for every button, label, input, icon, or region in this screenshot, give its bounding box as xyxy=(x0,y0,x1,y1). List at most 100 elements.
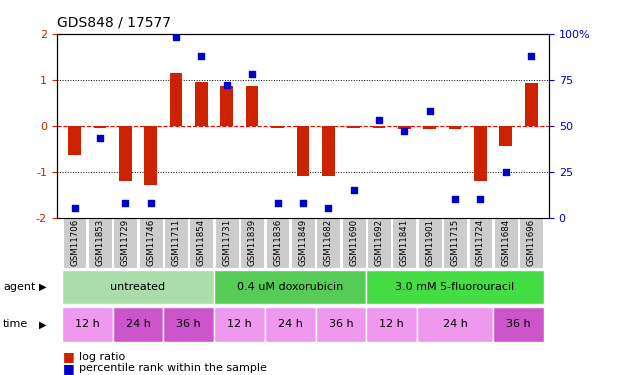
Bar xyxy=(68,126,81,156)
Text: ▶: ▶ xyxy=(39,282,47,292)
Bar xyxy=(373,126,386,128)
Bar xyxy=(342,217,365,268)
Bar xyxy=(291,217,315,268)
Point xyxy=(196,53,206,59)
Bar xyxy=(214,307,265,342)
Text: GSM11841: GSM11841 xyxy=(400,219,409,266)
Text: 36 h: 36 h xyxy=(506,320,531,329)
Text: GSM11706: GSM11706 xyxy=(70,219,79,266)
Text: 24 h: 24 h xyxy=(443,320,468,329)
Bar xyxy=(163,307,214,342)
Bar xyxy=(62,270,214,304)
Bar xyxy=(418,217,442,268)
Text: 12 h: 12 h xyxy=(75,320,100,329)
Bar xyxy=(246,86,259,126)
Bar xyxy=(119,126,132,181)
Text: GSM11711: GSM11711 xyxy=(172,219,180,266)
Text: ■: ■ xyxy=(63,362,75,375)
Point xyxy=(247,71,257,77)
Text: GSM11690: GSM11690 xyxy=(349,219,358,266)
Point xyxy=(221,82,232,88)
Bar xyxy=(266,217,290,268)
Bar xyxy=(189,217,213,268)
Point xyxy=(348,187,358,193)
Bar xyxy=(139,217,163,268)
Text: GSM11729: GSM11729 xyxy=(121,219,130,266)
Bar xyxy=(164,217,188,268)
Text: log ratio: log ratio xyxy=(79,352,125,362)
Bar xyxy=(449,126,461,129)
Bar xyxy=(271,126,284,128)
Bar xyxy=(112,307,163,342)
Bar xyxy=(214,270,367,304)
Bar xyxy=(114,217,137,268)
Point xyxy=(95,135,105,141)
Bar xyxy=(93,126,106,128)
Text: agent: agent xyxy=(3,282,35,292)
Text: 36 h: 36 h xyxy=(177,320,201,329)
Text: percentile rank within the sample: percentile rank within the sample xyxy=(79,363,267,373)
Text: GSM11724: GSM11724 xyxy=(476,219,485,266)
Bar xyxy=(398,126,411,129)
Text: GSM11854: GSM11854 xyxy=(197,219,206,266)
Text: ▶: ▶ xyxy=(39,320,47,329)
Bar xyxy=(493,307,544,342)
Point xyxy=(450,196,460,202)
Bar xyxy=(322,126,334,176)
Bar xyxy=(367,270,544,304)
Bar xyxy=(347,126,360,128)
Text: GSM11746: GSM11746 xyxy=(146,219,155,266)
Text: 12 h: 12 h xyxy=(379,320,404,329)
Bar xyxy=(215,217,239,268)
Text: GSM11692: GSM11692 xyxy=(374,219,384,266)
Bar xyxy=(62,307,112,342)
Bar xyxy=(62,217,86,268)
Text: ■: ■ xyxy=(63,351,75,363)
Text: 24 h: 24 h xyxy=(126,320,150,329)
Text: GSM11682: GSM11682 xyxy=(324,219,333,266)
Bar xyxy=(367,217,391,268)
Bar xyxy=(500,126,512,146)
Text: GDS848 / 17577: GDS848 / 17577 xyxy=(57,16,171,30)
Point xyxy=(323,206,333,212)
Bar xyxy=(88,217,112,268)
Text: 36 h: 36 h xyxy=(329,320,353,329)
Bar xyxy=(423,126,436,129)
Text: GSM11839: GSM11839 xyxy=(247,219,257,266)
Bar xyxy=(297,126,309,176)
Text: 3.0 mM 5-fluorouracil: 3.0 mM 5-fluorouracil xyxy=(396,282,515,292)
Point xyxy=(425,108,435,114)
Point xyxy=(501,169,511,175)
Text: untreated: untreated xyxy=(110,282,165,292)
Bar xyxy=(525,83,538,126)
Point xyxy=(273,200,283,206)
Text: GSM11853: GSM11853 xyxy=(95,219,104,266)
Text: 0.4 uM doxorubicin: 0.4 uM doxorubicin xyxy=(237,282,343,292)
Bar xyxy=(494,217,518,268)
Text: 24 h: 24 h xyxy=(278,320,303,329)
Bar xyxy=(144,126,157,185)
Point xyxy=(475,196,485,202)
Point xyxy=(69,206,80,212)
Text: GSM11684: GSM11684 xyxy=(502,219,510,266)
Bar xyxy=(195,82,208,126)
Point xyxy=(298,200,308,206)
Point xyxy=(399,128,410,134)
Bar xyxy=(316,307,367,342)
Bar xyxy=(265,307,316,342)
Bar xyxy=(367,307,417,342)
Text: GSM11696: GSM11696 xyxy=(527,219,536,266)
Text: GSM11901: GSM11901 xyxy=(425,219,434,266)
Bar xyxy=(417,307,493,342)
Bar xyxy=(469,217,492,268)
Bar xyxy=(474,126,487,181)
Bar xyxy=(392,217,416,268)
Bar xyxy=(240,217,264,268)
Point xyxy=(171,34,181,40)
Point xyxy=(374,117,384,123)
Bar xyxy=(316,217,340,268)
Text: time: time xyxy=(3,320,28,329)
Text: GSM11731: GSM11731 xyxy=(222,219,232,266)
Text: 12 h: 12 h xyxy=(227,320,252,329)
Point xyxy=(526,53,536,59)
